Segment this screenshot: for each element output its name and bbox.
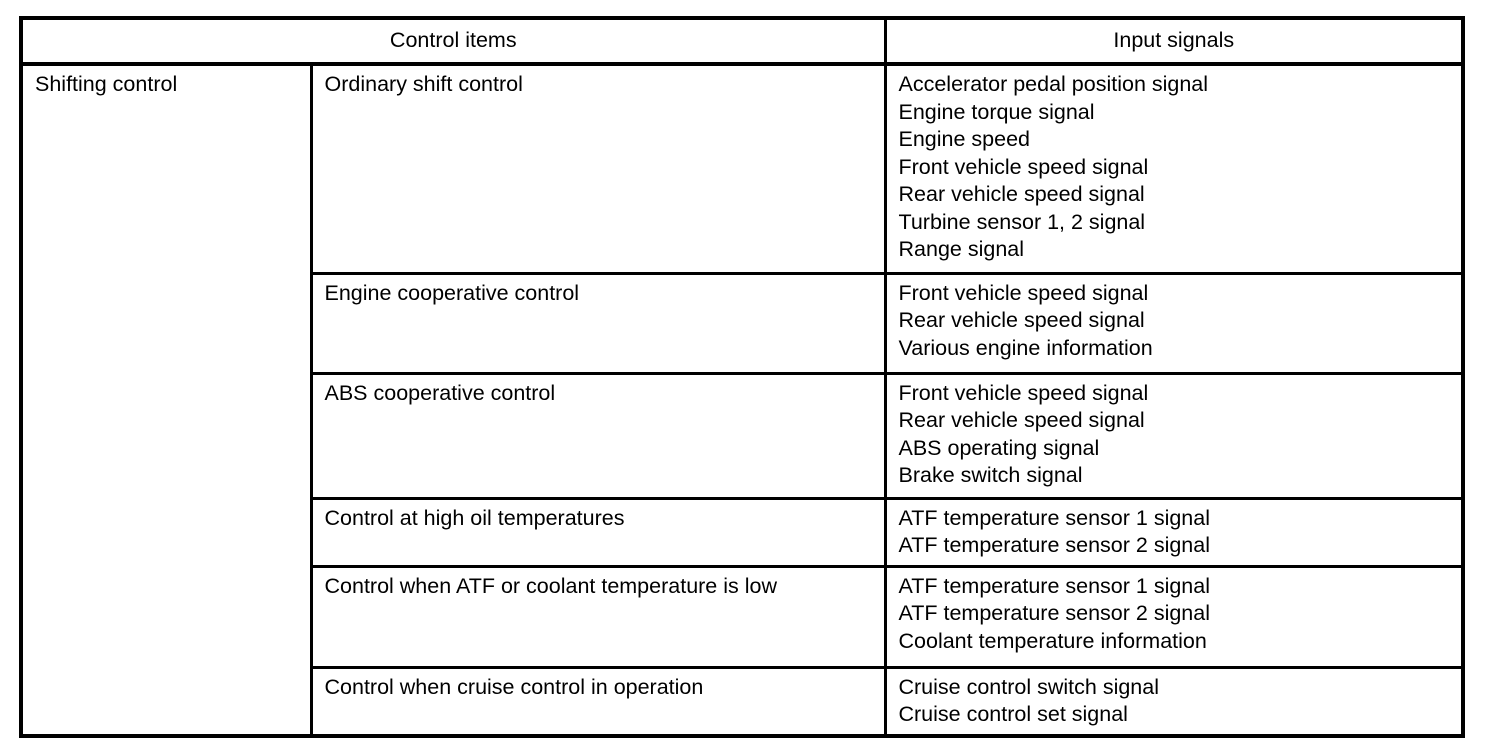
signal-line: ATF temperature sensor 2 signal xyxy=(898,601,1211,625)
signal-line: Range signal xyxy=(898,237,1025,261)
signal-line: Coolant temperature information xyxy=(898,628,1207,653)
control-item-cell: Control when cruise control in operation xyxy=(309,665,887,737)
signal-line: ATF temperature sensor 1 signal xyxy=(898,573,1211,598)
signal-line: Various engine information xyxy=(898,335,1153,360)
signal-line: ABS operating signal xyxy=(898,435,1100,460)
control-item-cell: Ordinary shift control xyxy=(309,62,887,275)
control-item-cell: Control when ATF or coolant temperature … xyxy=(309,564,887,669)
input-signals-cell: ATF temperature sensor 1 signal ATF temp… xyxy=(883,564,1465,669)
signal-line: Engine speed xyxy=(898,127,1031,151)
input-signals-cell: ATF temperature sensor 1 signal ATF temp… xyxy=(883,496,1465,568)
control-item-cell: Control at high oil temperatures xyxy=(309,496,887,568)
shifting-control-signals-table: Control items Input signals Shifting con… xyxy=(19,16,1465,738)
input-signals-cell: Front vehicle speed signal Rear vehicle … xyxy=(883,371,1465,500)
table-row-engine-cooperative-control: Engine cooperative control Front vehicle… xyxy=(21,271,1465,375)
signal-line: Turbine sensor 1, 2 signal xyxy=(898,209,1146,234)
input-signals-cell: Front vehicle speed signal Rear vehicle … xyxy=(883,271,1465,375)
signal-line: Front vehicle speed signal xyxy=(898,380,1149,405)
signal-line: Front vehicle speed signal xyxy=(898,154,1149,179)
input-signals-cell: Cruise control switch signal Cruise cont… xyxy=(883,665,1465,737)
header-input-signals: Input signals xyxy=(883,16,1465,66)
signal-line: Rear vehicle speed signal xyxy=(898,182,1145,206)
input-signals-cell: Accelerator pedal position signal Engine… xyxy=(883,62,1465,275)
table-row-control-atf-coolant-low: Control when ATF or coolant temperature … xyxy=(21,564,1465,669)
table-row-ordinary-shift-control: Shifting control Ordinary shift control … xyxy=(19,62,1465,737)
table-header-row: Control items Input signals xyxy=(19,16,1465,66)
signal-line: Accelerator pedal position signal xyxy=(898,72,1209,96)
group-label-shifting-control: Shifting control xyxy=(19,62,313,737)
signal-line: Rear vehicle speed signal xyxy=(898,308,1145,332)
table-row-control-cruise-control: Control when cruise control in operation… xyxy=(21,665,1465,737)
signal-line: Rear vehicle speed signal xyxy=(898,408,1145,432)
signal-line: Cruise control set signal xyxy=(898,702,1128,726)
signal-line: Cruise control switch signal xyxy=(898,674,1160,699)
control-item-cell: ABS cooperative control xyxy=(309,371,887,500)
signal-line: Engine torque signal xyxy=(898,99,1095,124)
table-row-abs-cooperative-control: ABS cooperative control Front vehicle sp… xyxy=(21,371,1465,500)
table-row-control-high-oil-temperatures: Control at high oil temperatures ATF tem… xyxy=(21,496,1465,568)
signal-line: ATF temperature sensor 1 signal xyxy=(898,505,1211,530)
signal-line: Brake switch signal xyxy=(898,463,1083,487)
signal-line: Front vehicle speed signal xyxy=(898,280,1149,305)
header-control-items: Control items xyxy=(19,16,887,66)
signal-line: ATF temperature sensor 2 signal xyxy=(898,533,1211,557)
control-item-cell: Engine cooperative control xyxy=(309,271,887,375)
